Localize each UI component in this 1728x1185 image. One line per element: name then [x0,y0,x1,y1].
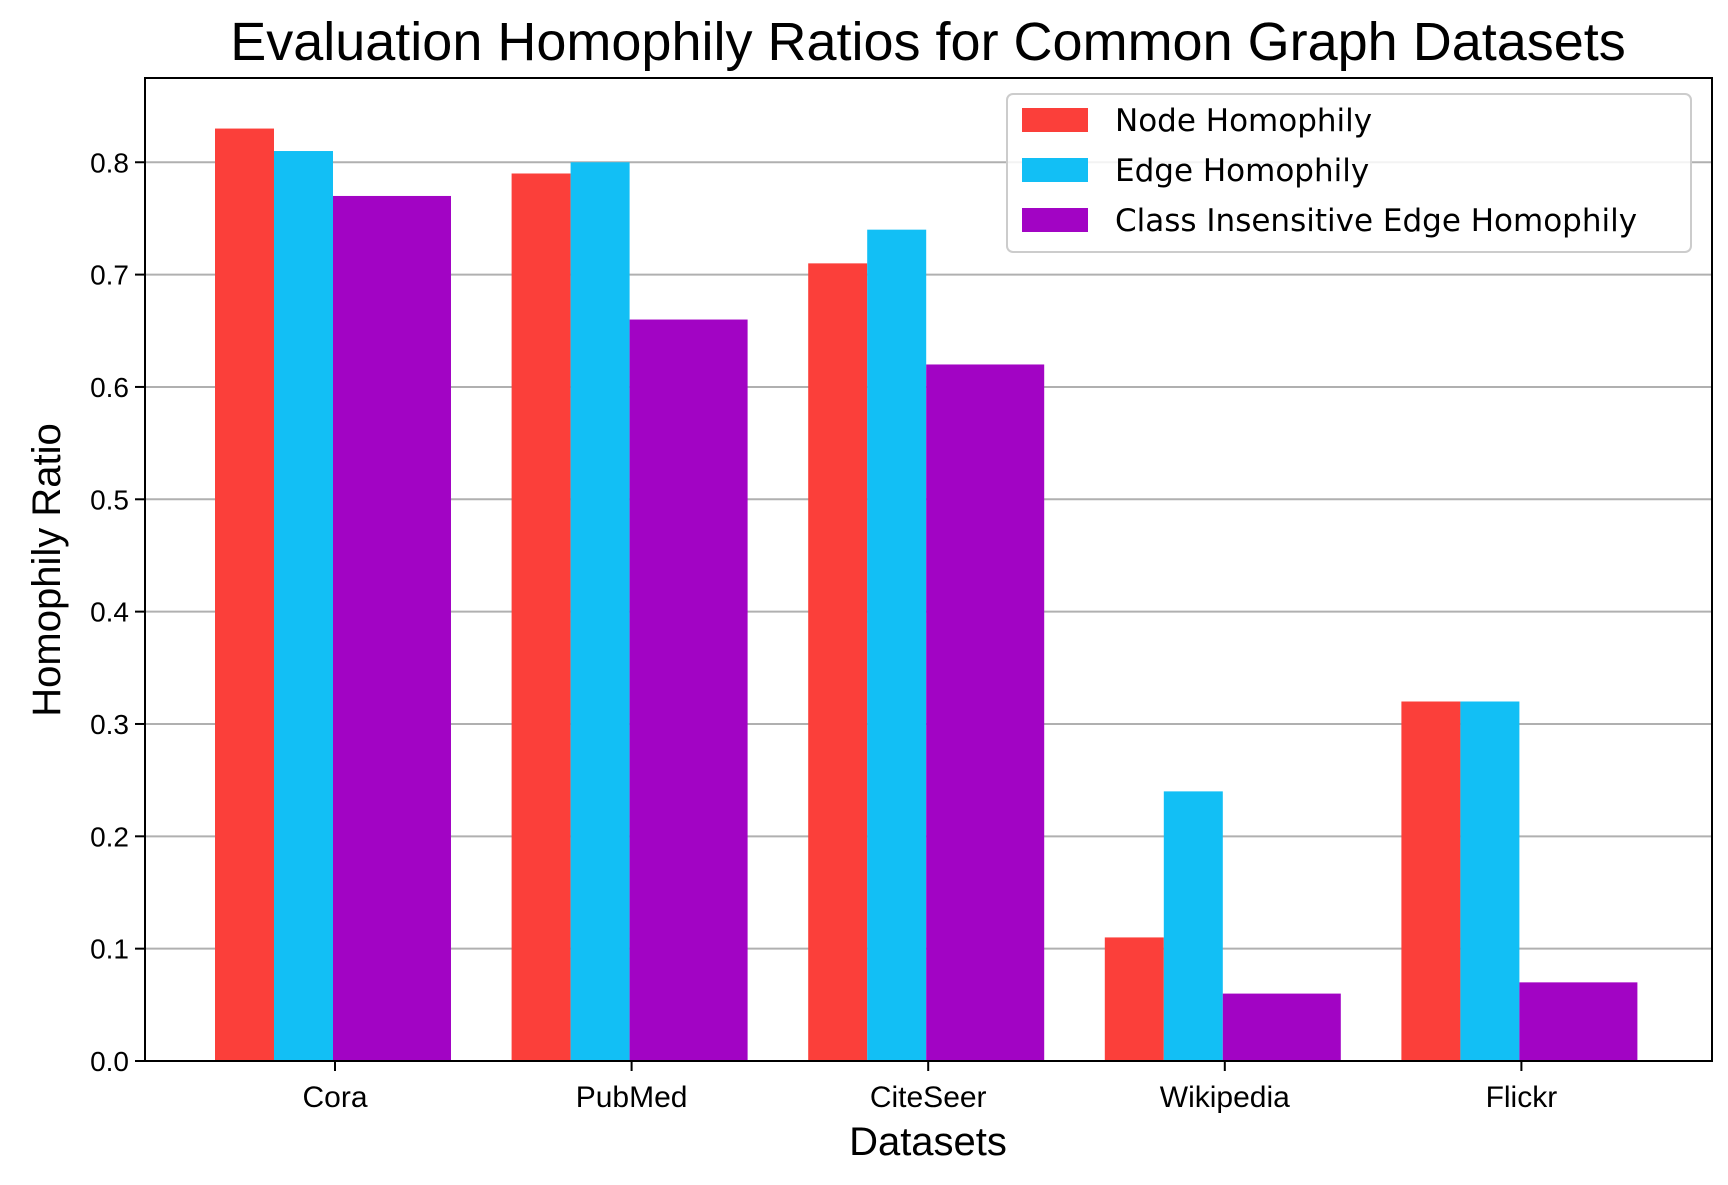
y-tick-label: 0.3 [90,709,129,740]
bar-flickr-0 [1401,701,1461,1061]
y-tick-label: 0.6 [90,372,129,403]
legend-box [1006,93,1692,253]
y-axis: 0.0 0.1 0.2 0.3 0.4 0.5 0.6 0.7 0.8 [90,147,145,1077]
legend-swatch [1022,108,1088,132]
legend-label: Edge Homophily [1115,153,1369,189]
y-tick-label: 0.8 [90,147,129,178]
bar-pubmed-1 [570,162,630,1061]
y-axis-label: Homophily Ratio [25,423,69,716]
x-tick-label: PubMed [576,1081,688,1114]
y-tick-label: 0.5 [90,484,129,515]
y-tick-label: 0.2 [90,821,129,852]
x-axis-label: Datasets [849,1120,1007,1164]
y-tick-label: 0.0 [90,1046,129,1077]
x-axis: Cora PubMed CiteSeer Wikipedia Flickr [302,1061,1557,1114]
y-tick-label: 0.4 [90,597,129,628]
x-tick-label: Wikipedia [1160,1081,1290,1114]
bar-pubmed-0 [511,173,571,1061]
x-tick-label: Flickr [1486,1081,1558,1114]
x-tick-label: Cora [302,1081,367,1114]
bar-pubmed-2 [629,319,748,1062]
x-tick-label: CiteSeer [870,1081,987,1114]
legend-label: Class Insensitive Edge Homophily [1115,203,1637,239]
bar-flickr-1 [1460,701,1520,1061]
chart-title: Evaluation Homophily Ratios for Common G… [230,12,1626,72]
bars [215,128,1638,1062]
legend-label: Node Homophily [1115,103,1372,139]
bar-wikipedia-1 [1163,791,1223,1061]
bar-citeseer-2 [926,364,1045,1062]
bar-wikipedia-2 [1222,993,1341,1061]
legend-swatch [1022,158,1088,182]
y-tick-label: 0.1 [90,934,129,965]
bar-cora-2 [333,195,451,1061]
bar-flickr-2 [1519,982,1638,1061]
bar-cora-0 [215,128,274,1061]
legend-swatch [1022,208,1088,232]
y-tick-label: 0.7 [90,260,129,291]
legend: Node Homophily Edge Homophily Class Insens… [1006,93,1692,253]
bar-wikipedia-0 [1104,937,1164,1061]
bar-citeseer-0 [808,263,868,1061]
bar-citeseer-1 [867,229,927,1062]
bar-cora-1 [274,151,333,1062]
